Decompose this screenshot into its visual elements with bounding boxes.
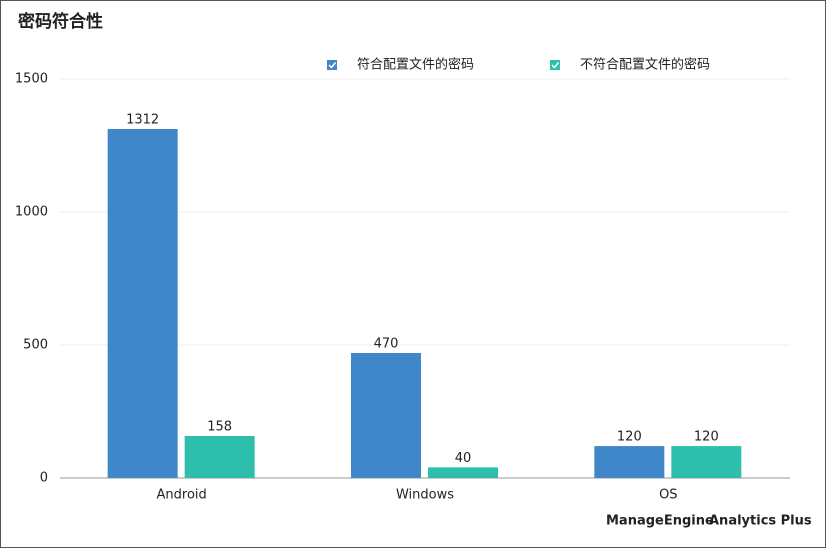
y-tick-label: 0 bbox=[40, 471, 48, 486]
bar bbox=[351, 352, 421, 478]
x-tick-label: Windows bbox=[396, 488, 454, 503]
x-tick-label: OS bbox=[659, 488, 677, 503]
bar bbox=[671, 446, 742, 478]
bar bbox=[184, 435, 255, 478]
footer-product: Analytics Plus bbox=[709, 514, 812, 529]
legend-check bbox=[551, 62, 560, 69]
y-tick-label: 1000 bbox=[15, 205, 48, 220]
legend-swatch bbox=[327, 60, 337, 70]
data-label: 1312 bbox=[126, 113, 159, 128]
legend-label: 符合配置文件的密码 bbox=[357, 57, 474, 73]
y-tick-label: 1500 bbox=[15, 72, 48, 87]
legend-swatch bbox=[550, 60, 560, 70]
data-label: 158 bbox=[207, 419, 232, 434]
bar bbox=[594, 446, 665, 478]
chart-title: 密码符合性 bbox=[18, 11, 103, 32]
data-label: 120 bbox=[617, 430, 642, 445]
bar bbox=[428, 467, 498, 478]
x-tick-label: Android bbox=[157, 488, 207, 503]
bar bbox=[107, 129, 178, 478]
footer-brand: ManageEngine bbox=[606, 514, 714, 529]
data-label: 470 bbox=[374, 336, 399, 351]
data-label: 120 bbox=[694, 430, 719, 445]
y-tick-label: 500 bbox=[23, 338, 48, 353]
data-label: 40 bbox=[455, 451, 472, 466]
legend-check bbox=[328, 62, 337, 69]
legend-label: 不符合配置文件的密码 bbox=[580, 57, 710, 73]
